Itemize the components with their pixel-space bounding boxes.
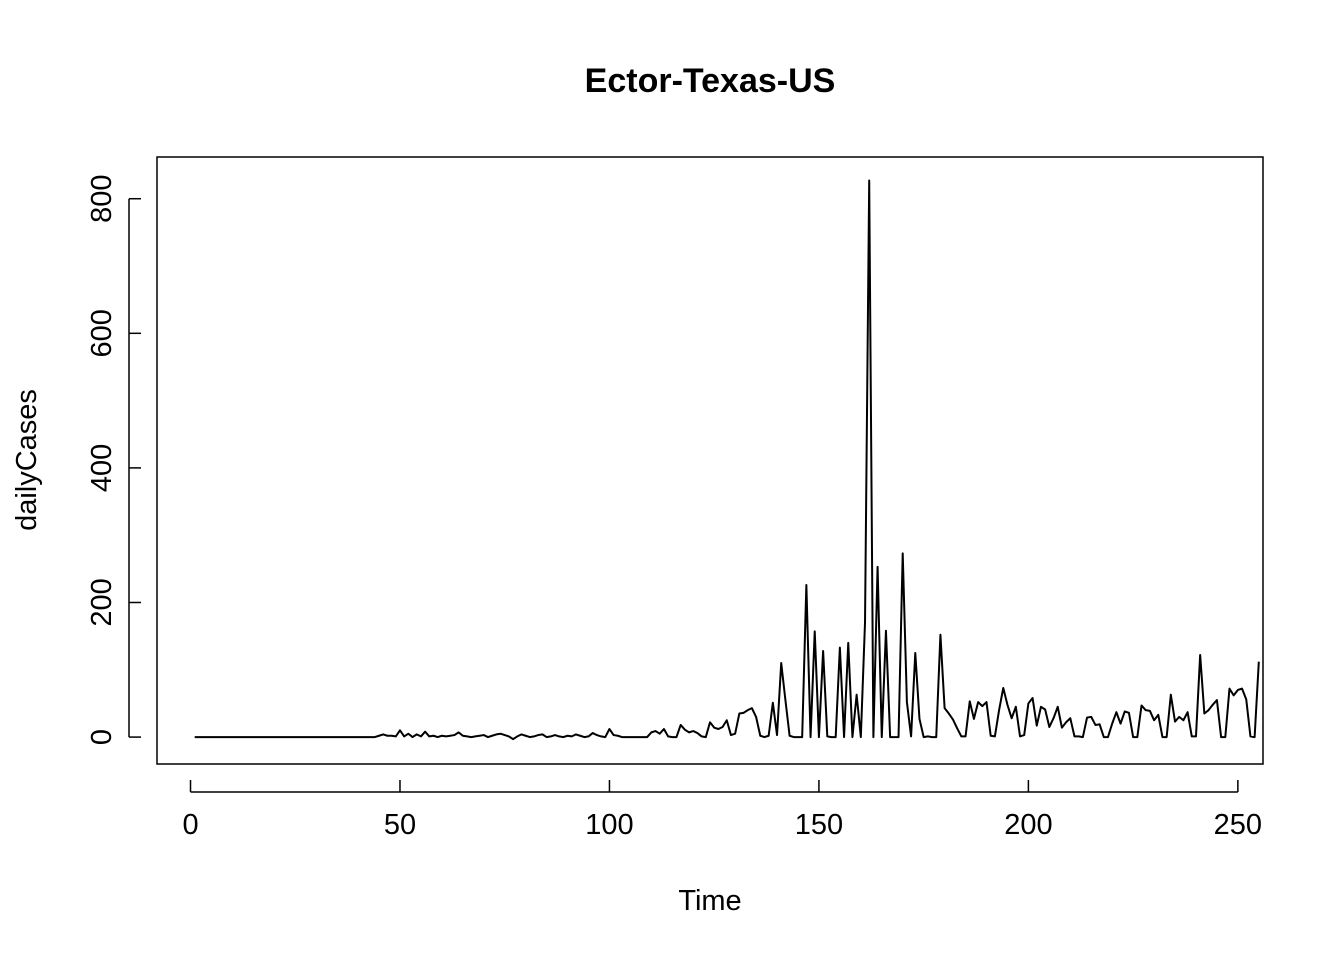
- y-axis: 0 200 400 600 800: [86, 175, 141, 745]
- series-line-daily-cases: [194, 179, 1260, 741]
- y-tick-label: 400: [86, 444, 118, 492]
- x-tick-label: 0: [182, 809, 198, 841]
- chart-title: Ector-Texas-US: [585, 62, 836, 100]
- x-tick-label: 250: [1214, 809, 1262, 841]
- x-axis: 0 50 100 150 200 250: [182, 780, 1262, 841]
- y-tick-label: 0: [86, 729, 118, 745]
- y-axis-label: dailyCases: [11, 389, 43, 531]
- y-tick-label: 600: [86, 309, 118, 357]
- plot-frame: [156, 156, 1264, 765]
- y-tick-label: 200: [86, 578, 118, 626]
- y-tick-label: 800: [86, 175, 118, 223]
- x-tick-label: 50: [384, 809, 416, 841]
- x-tick-label: 100: [585, 809, 633, 841]
- x-tick-label: 150: [795, 809, 843, 841]
- x-tick-label: 200: [1004, 809, 1052, 841]
- x-axis-label: Time: [678, 885, 741, 917]
